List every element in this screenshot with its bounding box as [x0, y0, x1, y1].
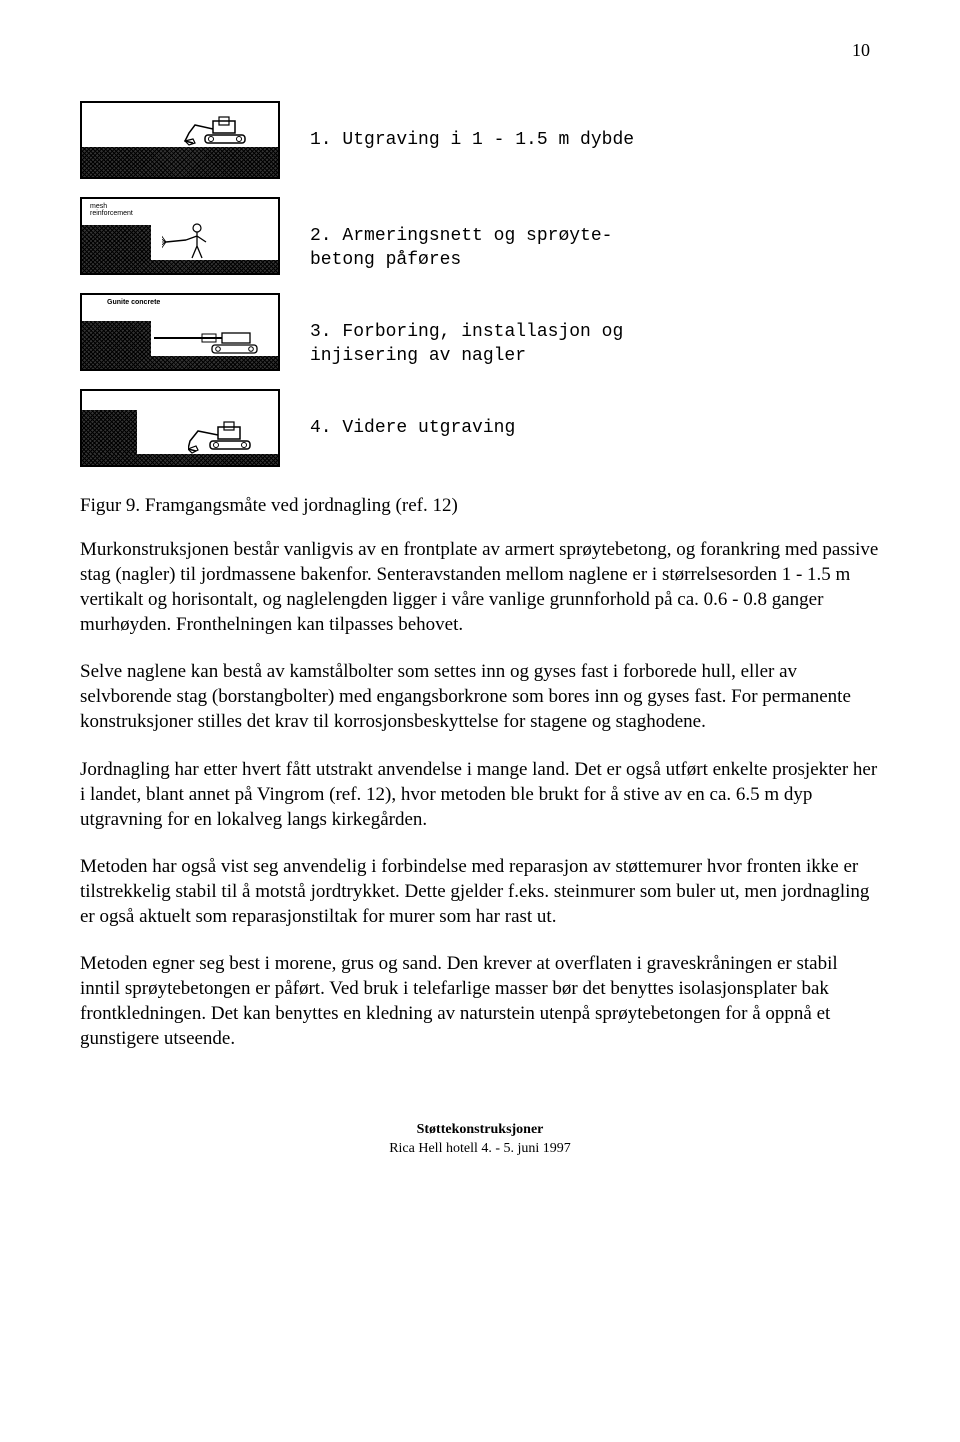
paragraph-1: Murkonstruksjonen består vanligvis av en… — [80, 537, 880, 637]
excavator-icon-2 — [188, 419, 258, 454]
step-num-1: 1. — [310, 130, 332, 150]
step-figure-4 — [80, 389, 280, 467]
step-label-1: Utgraving i 1 - 1.5 m dybde — [342, 130, 634, 150]
figure-caption: Figur 9. Framgangsmåte ved jordnagling (… — [80, 495, 880, 517]
step-label-4: Videre utgraving — [342, 418, 515, 438]
step-num-2: 2. — [310, 226, 332, 246]
fig3-label: Gunite concrete — [107, 299, 160, 306]
drill-rig-icon — [152, 321, 262, 356]
paragraph-3: Jordnagling har etter hvert fått utstrak… — [80, 757, 880, 832]
footer-sub: Rica Hell hotell 4. - 5. juni 1997 — [80, 1140, 880, 1158]
shotcrete-worker-icon — [162, 220, 212, 260]
page-number: 10 — [80, 40, 880, 61]
step-row-4: 4. Videre utgraving — [80, 389, 880, 467]
page-footer: Støttekonstruksjoner Rica Hell hotell 4.… — [80, 1121, 880, 1157]
step-row-2: mesh reinforcement 2. Armeringsnett og s… — [80, 197, 880, 275]
excavator-icon — [183, 115, 253, 147]
step-label-3: Forboring, installasjon og injisering av… — [310, 322, 623, 366]
paragraph-2: Selve naglene kan bestå av kamstålbolter… — [80, 659, 880, 734]
step-figure-3: Gunite concrete — [80, 293, 280, 371]
step-num-3: 3. — [310, 322, 332, 342]
fig2-label: mesh reinforcement — [90, 203, 133, 217]
step-row-3: Gunite concrete 3. Forboring, installasj… — [80, 293, 880, 371]
step-row-1: 1. Utgraving i 1 - 1.5 m dybde — [80, 101, 880, 179]
step-text-3: 3. Forboring, installasjon og injisering… — [310, 296, 623, 369]
step-label-2: Armeringsnett og sprøyte- betong påføres — [310, 226, 612, 270]
step-text-2: 2. Armeringsnett og sprøyte- betong påfø… — [310, 200, 612, 273]
paragraph-4: Metoden har også vist seg anvendelig i f… — [80, 854, 880, 929]
paragraph-5: Metoden egner seg best i morene, grus og… — [80, 951, 880, 1051]
step-figure-1 — [80, 101, 280, 179]
step-num-4: 4. — [310, 418, 332, 438]
step-text-4: 4. Videre utgraving — [310, 416, 515, 440]
footer-title: Støttekonstruksjoner — [80, 1121, 880, 1139]
step-text-1: 1. Utgraving i 1 - 1.5 m dybde — [310, 128, 634, 152]
step-figure-2: mesh reinforcement — [80, 197, 280, 275]
